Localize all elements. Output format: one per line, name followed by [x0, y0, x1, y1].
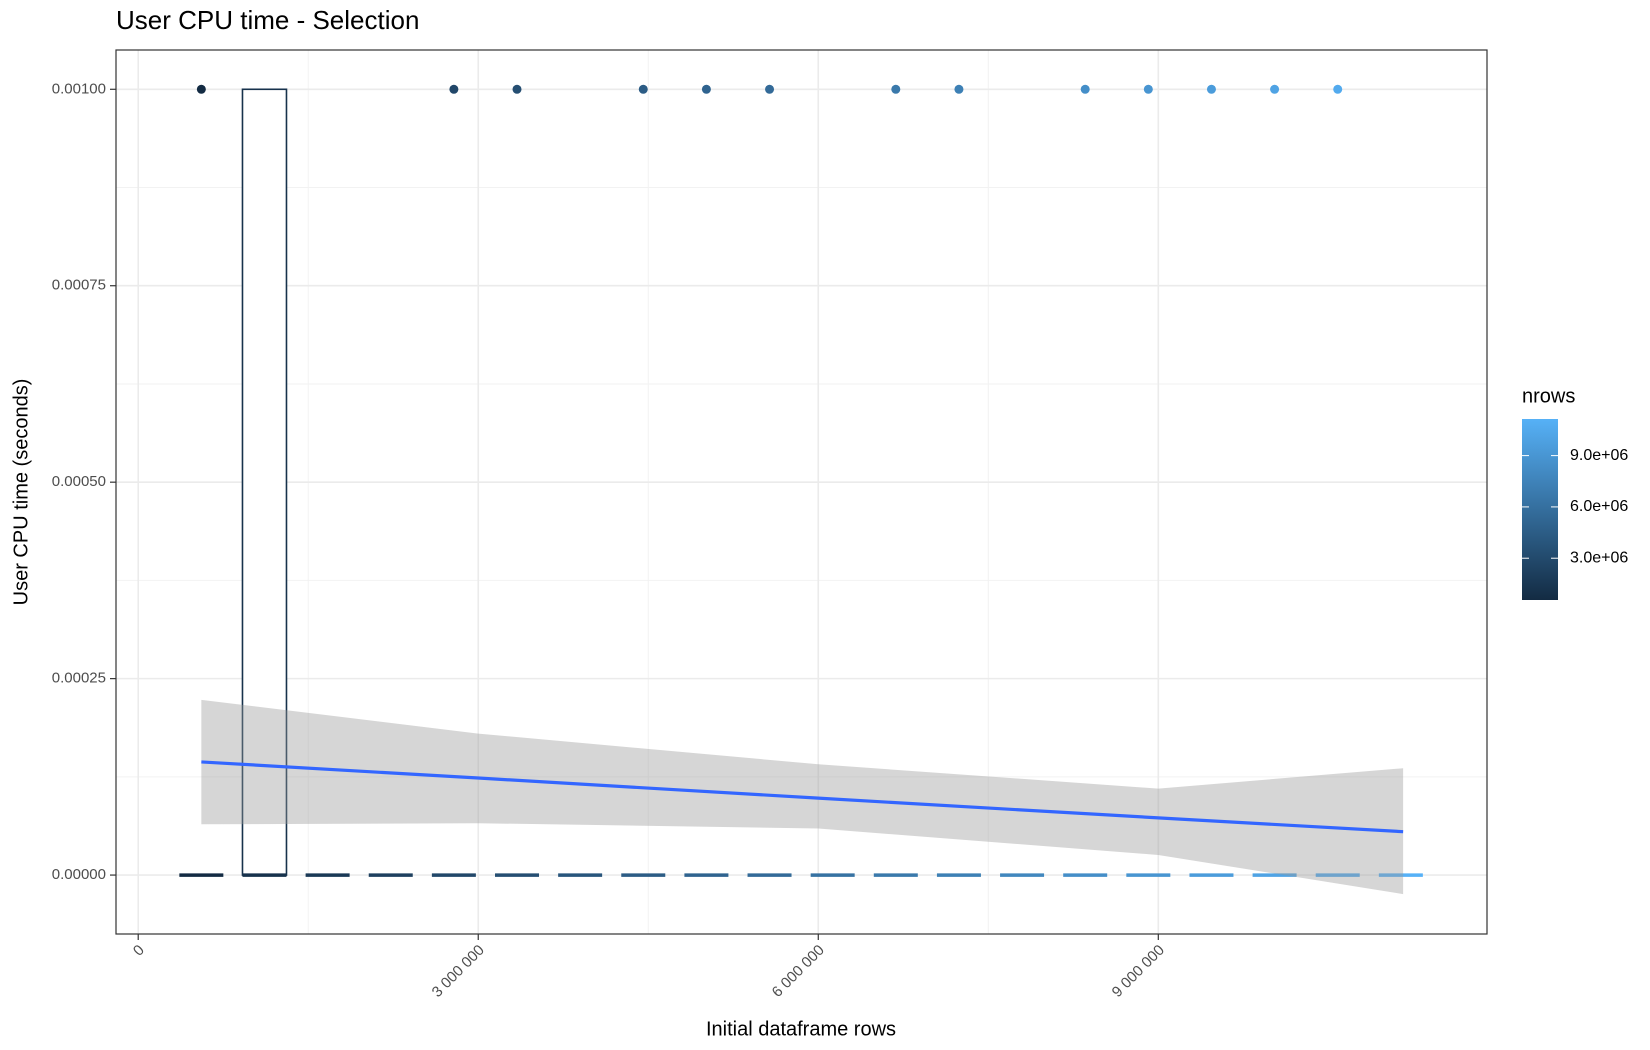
smooth-line — [201, 760, 1404, 834]
legend-tick-label: 6.0e+06 — [1570, 498, 1628, 515]
box — [241, 88, 288, 876]
y-tick-label: 0.00000 — [52, 866, 106, 883]
point — [1080, 84, 1090, 94]
y-tick-label: 0.00100 — [52, 80, 106, 97]
x-tick-label: 6 000 000 — [769, 942, 828, 1001]
colorbar — [1522, 419, 1558, 600]
x-tick-label: 9 000 000 — [1109, 942, 1168, 1001]
x-tick-label: 3 000 000 — [429, 942, 488, 1001]
point — [1333, 84, 1343, 94]
point — [512, 84, 522, 94]
legend-tick-label: 9.0e+06 — [1570, 447, 1628, 464]
chart-title: User CPU time - Selection — [116, 5, 419, 35]
legend-title: nrows — [1522, 385, 1575, 407]
point — [891, 84, 901, 94]
point — [701, 84, 711, 94]
y-tick-label: 0.00025 — [52, 670, 106, 687]
legend-tick-label: 3.0e+06 — [1570, 549, 1628, 566]
panel-background — [116, 50, 1487, 934]
y-axis-title: User CPU time (seconds) — [10, 379, 32, 606]
x-axis-title: Initial dataframe rows — [706, 1018, 896, 1040]
point — [954, 84, 964, 94]
point — [1143, 84, 1153, 94]
y-tick-label: 0.00075 — [52, 277, 106, 294]
point — [765, 84, 775, 94]
panel-border — [115, 49, 1488, 935]
y-tick-label: 0.00050 — [52, 473, 106, 490]
x-tick-label: 0 — [130, 942, 148, 960]
point — [1270, 84, 1280, 94]
point — [1206, 84, 1216, 94]
point — [449, 84, 459, 94]
point — [196, 84, 206, 94]
point — [638, 84, 648, 94]
